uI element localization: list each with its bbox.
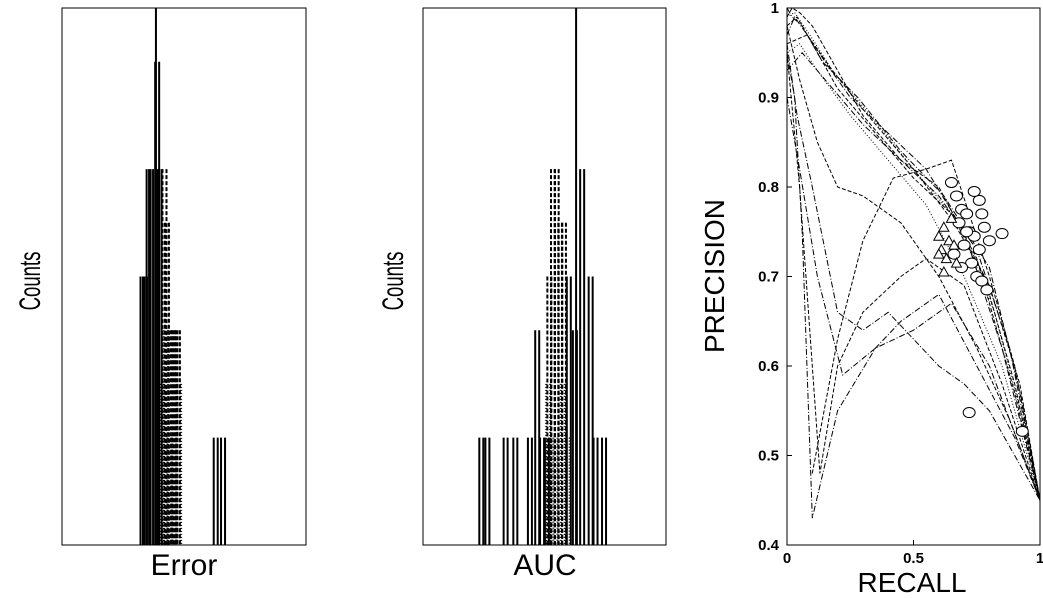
x-tick-label: 0 (783, 550, 791, 567)
error-plot-frame (61, 7, 307, 546)
pr-curve (786, 15, 1041, 501)
y-tick-label: 0.7 (758, 269, 779, 286)
circle-marker (980, 284, 994, 296)
triangle-marker (938, 221, 950, 232)
circle-marker (944, 177, 958, 189)
pr-axis-ticks: 0.4 0.5 0.6 0.7 0.8 0.9 1 0 0.5 1 (758, 0, 1043, 567)
triangle-marker (943, 234, 955, 246)
pr-markers (932, 177, 1029, 437)
circle-marker (1015, 425, 1029, 437)
circle-marker (962, 407, 976, 419)
y-tick-label: 0.8 (758, 179, 779, 196)
pr-curve (786, 7, 1041, 501)
pr-curve (786, 11, 1041, 501)
auc-histogram-bars (478, 8, 608, 545)
pr-curve (786, 34, 1041, 501)
circle-marker (947, 248, 961, 260)
error-histogram-panel: Counts Error (14, 7, 307, 582)
y-tick-label: 0.6 (758, 358, 779, 375)
auc-histogram-panel: Counts AUC (377, 7, 667, 582)
x-tick-label: 1 (1036, 550, 1043, 567)
pr-xlabel: RECALL (858, 567, 967, 598)
pr-curves (786, 7, 1041, 519)
error-ylabel: Counts (14, 252, 48, 311)
circle-marker (975, 208, 989, 220)
triangle-marker (938, 265, 950, 277)
error-histogram-bars (139, 8, 227, 545)
y-tick-label: 0.5 (758, 448, 779, 465)
circle-marker (960, 208, 974, 220)
precision-recall-panel: 0.4 0.5 0.6 0.7 0.8 0.9 1 0 0.5 1 PRECISION RECAL… (699, 0, 1043, 598)
error-xlabel: Error (151, 549, 218, 582)
pr-curve (786, 43, 1041, 501)
auc-ylabel: Counts (377, 252, 411, 311)
circle-marker (967, 185, 981, 197)
triangle-marker (948, 239, 960, 250)
circle-marker (957, 239, 971, 251)
auc-xlabel: AUC (513, 549, 576, 582)
triangle-marker (932, 230, 945, 241)
circle-marker (972, 194, 986, 206)
x-tick-label: 0.5 (903, 550, 924, 567)
pr-curve (786, 7, 1041, 501)
pr-curve (811, 159, 1041, 501)
pr-curve (786, 52, 1041, 519)
y-tick-label: 1 (771, 0, 779, 17)
triangle-marker (932, 248, 945, 259)
circle-marker (972, 244, 986, 256)
circle-marker (950, 190, 964, 202)
pr-curve (786, 16, 1041, 501)
pr-curve (786, 97, 1041, 501)
pr-ylabel: PRECISION (699, 199, 730, 353)
pr-curve (786, 43, 1041, 501)
triangle-marker (950, 257, 963, 268)
circle-marker (960, 226, 974, 238)
y-tick-label: 0.9 (758, 90, 779, 107)
pr-curve (786, 25, 1041, 501)
circle-marker (965, 257, 979, 269)
triangle-marker (945, 212, 958, 223)
circle-marker (975, 275, 989, 287)
circle-marker (977, 221, 991, 233)
circle-marker (995, 228, 1009, 240)
pr-curve (786, 52, 1041, 501)
y-tick-label: 0.4 (758, 537, 780, 554)
pr-curve (786, 52, 1041, 501)
circle-marker (982, 235, 996, 247)
